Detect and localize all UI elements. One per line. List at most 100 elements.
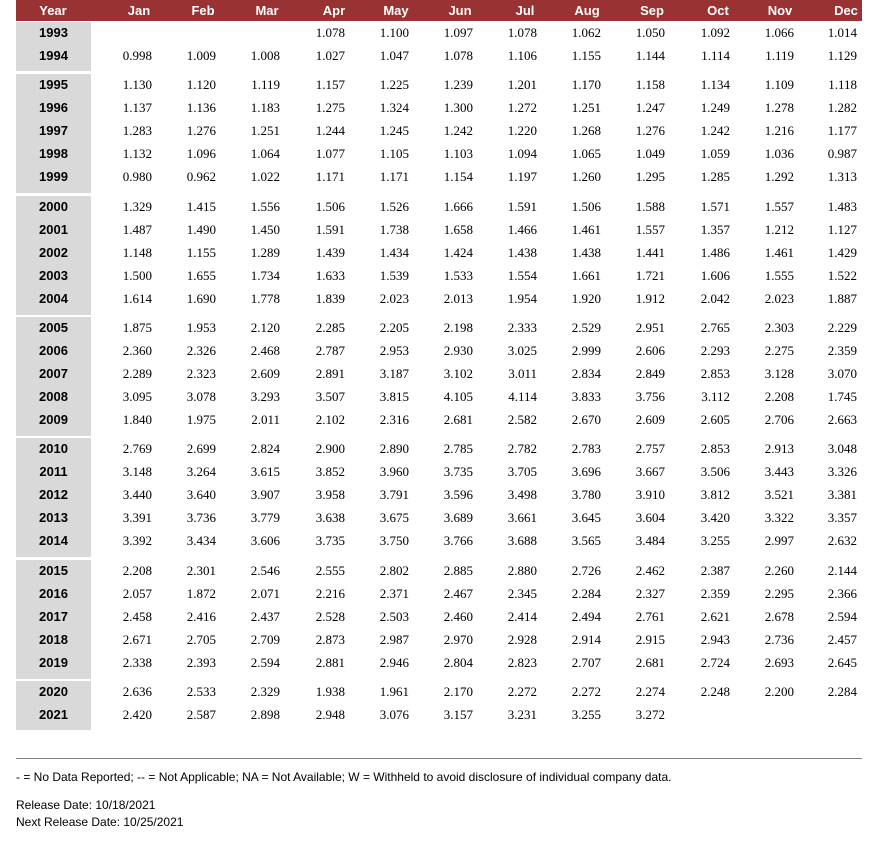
table-cell: 3.255 <box>571 707 601 723</box>
table-cell: 3.833 <box>571 389 601 405</box>
table-cell: 1.840 <box>122 412 152 428</box>
table-cell: 2.042 <box>700 291 730 307</box>
table-cell: 1.522 <box>827 268 857 284</box>
table-cell: 2.804 <box>443 655 473 671</box>
table-cell: 1.239 <box>443 77 473 92</box>
table-cell: 0.987 <box>827 146 857 162</box>
table-cell: 2.943 <box>700 632 730 648</box>
table-cell: 3.815 <box>379 389 409 405</box>
table-cell: 2.494 <box>571 609 601 625</box>
table-cell: 2.849 <box>635 366 665 382</box>
table-cell: 1.555 <box>764 268 794 284</box>
year-label: 1993 <box>39 25 68 40</box>
table-cell: 1.920 <box>571 291 601 307</box>
year-label: 2002 <box>39 245 68 261</box>
table-cell: 1.249 <box>700 100 730 116</box>
table-cell: 3.391 <box>122 510 152 526</box>
table-cell: 2.338 <box>122 655 152 671</box>
table-cell: 1.438 <box>507 245 537 261</box>
table-cell: 1.438 <box>571 245 601 261</box>
table-cell: 1.154 <box>443 169 473 185</box>
table-cell: 1.027 <box>315 48 345 64</box>
table-cell: 3.756 <box>635 389 665 405</box>
next-release-date: Next Release Date: 10/25/2021 <box>16 815 184 829</box>
year-column-band <box>16 317 91 436</box>
table-cell: 4.114 <box>508 389 537 405</box>
table-cell: 2.953 <box>379 343 409 359</box>
table-cell: 2.782 <box>507 441 537 456</box>
table-cell: 1.975 <box>186 412 216 428</box>
table-cell: 1.313 <box>827 169 857 185</box>
table-cell: 2.761 <box>635 609 665 625</box>
table-cell: 1.148 <box>122 245 152 261</box>
table-cell: 1.170 <box>571 77 601 92</box>
year-label: 2012 <box>39 487 68 503</box>
year-label: 2017 <box>39 609 68 625</box>
table-cell: 2.970 <box>443 632 473 648</box>
year-label: 2000 <box>39 199 68 214</box>
table-cell: 2.681 <box>443 412 473 428</box>
table-cell: 1.171 <box>315 169 345 185</box>
table-cell: 3.507 <box>315 389 345 405</box>
table-cell: 1.247 <box>635 100 665 116</box>
table-cell: 2.229 <box>827 320 857 335</box>
table-cell: 1.778 <box>250 291 280 307</box>
table-cell: 1.144 <box>635 48 665 64</box>
table-cell: 3.910 <box>635 487 665 503</box>
table-cell: 3.264 <box>186 464 216 480</box>
table-cell: 1.690 <box>186 291 216 307</box>
table-cell: 2.555 <box>315 563 345 578</box>
column-header-nov: Nov <box>767 3 793 18</box>
table-cell: 1.953 <box>186 320 216 335</box>
year-label: 1999 <box>39 169 68 185</box>
table-cell: 2.928 <box>507 632 537 648</box>
table-cell: 3.025 <box>507 343 537 359</box>
table-cell: 1.105 <box>379 146 409 162</box>
table-cell: 2.289 <box>122 366 152 382</box>
table-cell: 1.292 <box>764 169 794 185</box>
table-cell: 1.887 <box>827 291 857 307</box>
year-label: 2009 <box>39 412 68 428</box>
year-label: 2008 <box>39 389 68 405</box>
table-cell: 1.487 <box>122 222 152 238</box>
table-cell: 1.424 <box>443 245 473 261</box>
table-cell: 1.872 <box>186 586 216 602</box>
table-cell: 2.621 <box>700 609 730 625</box>
table-cell: 2.587 <box>186 707 216 723</box>
table-cell: 1.066 <box>764 25 794 40</box>
release-date: Release Date: 10/18/2021 <box>16 798 156 812</box>
table-cell: 2.946 <box>379 655 409 671</box>
table-cell: 1.278 <box>764 100 794 116</box>
table-cell: 1.961 <box>379 684 409 699</box>
table-cell: 1.155 <box>186 245 216 261</box>
table-cell: 3.498 <box>507 487 537 503</box>
table-cell: 2.705 <box>186 632 216 648</box>
table-cell: 2.248 <box>700 684 730 699</box>
table-cell: 2.071 <box>250 586 280 602</box>
table-cell: 1.295 <box>635 169 665 185</box>
table-cell: 1.591 <box>315 222 345 238</box>
year-column-band <box>16 22 91 71</box>
table-cell: 2.467 <box>443 586 473 602</box>
table-cell: 1.275 <box>315 100 345 116</box>
table-cell: 1.078 <box>443 48 473 64</box>
table-cell: 2.699 <box>186 441 216 456</box>
table-cell: 1.571 <box>700 199 730 214</box>
table-cell: 2.999 <box>571 343 601 359</box>
table-cell: 2.272 <box>571 684 601 699</box>
table-cell: 3.640 <box>186 487 216 503</box>
table-cell: 1.557 <box>764 199 794 214</box>
table-cell: 3.443 <box>764 464 794 480</box>
table-cell: 3.779 <box>250 510 280 526</box>
year-column-band <box>16 196 91 315</box>
table-cell: 1.242 <box>443 123 473 139</box>
table-cell: 1.738 <box>379 222 409 238</box>
column-header-aug: Aug <box>574 3 600 18</box>
table-cell: 1.050 <box>635 25 665 40</box>
table-cell: 2.609 <box>250 366 280 382</box>
table-cell: 1.064 <box>250 146 280 162</box>
table-cell: 2.636 <box>122 684 152 699</box>
table-cell: 1.062 <box>571 25 601 40</box>
table-cell: 1.526 <box>379 199 409 214</box>
table-cell: 1.483 <box>827 199 857 214</box>
